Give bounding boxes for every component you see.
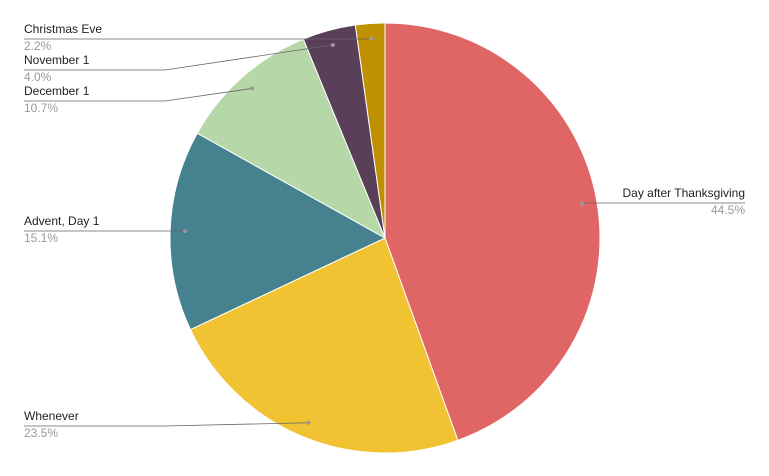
slice-value: 4.0% — [24, 70, 52, 84]
slice-label: Christmas Eve — [24, 22, 102, 36]
leader-line — [24, 44, 333, 71]
slice-value: 2.2% — [24, 39, 52, 53]
slice-value: 15.1% — [24, 231, 58, 245]
pie-slice — [354, 22, 386, 239]
leader-dot — [369, 36, 374, 41]
leader-dot — [579, 201, 584, 206]
leader-line — [24, 422, 309, 427]
slice-value: 44.5% — [711, 203, 745, 217]
pie-slice — [196, 38, 387, 240]
slice-label: December 1 — [24, 84, 90, 98]
slice-label: Advent, Day 1 — [24, 214, 100, 228]
leader-line — [24, 88, 253, 102]
pie-slice — [169, 132, 387, 331]
slice-label: November 1 — [24, 53, 90, 67]
pie-slice — [189, 237, 459, 454]
leader-dot — [330, 42, 335, 47]
pie-slice — [384, 22, 601, 441]
leader-dot — [183, 229, 188, 234]
leader-dot — [250, 86, 255, 91]
slice-label: Day after Thanksgiving — [622, 186, 745, 200]
slice-label: Whenever — [24, 409, 79, 423]
leader-dot — [306, 420, 311, 425]
slice-value: 10.7% — [24, 101, 58, 115]
slice-value: 23.5% — [24, 426, 58, 440]
